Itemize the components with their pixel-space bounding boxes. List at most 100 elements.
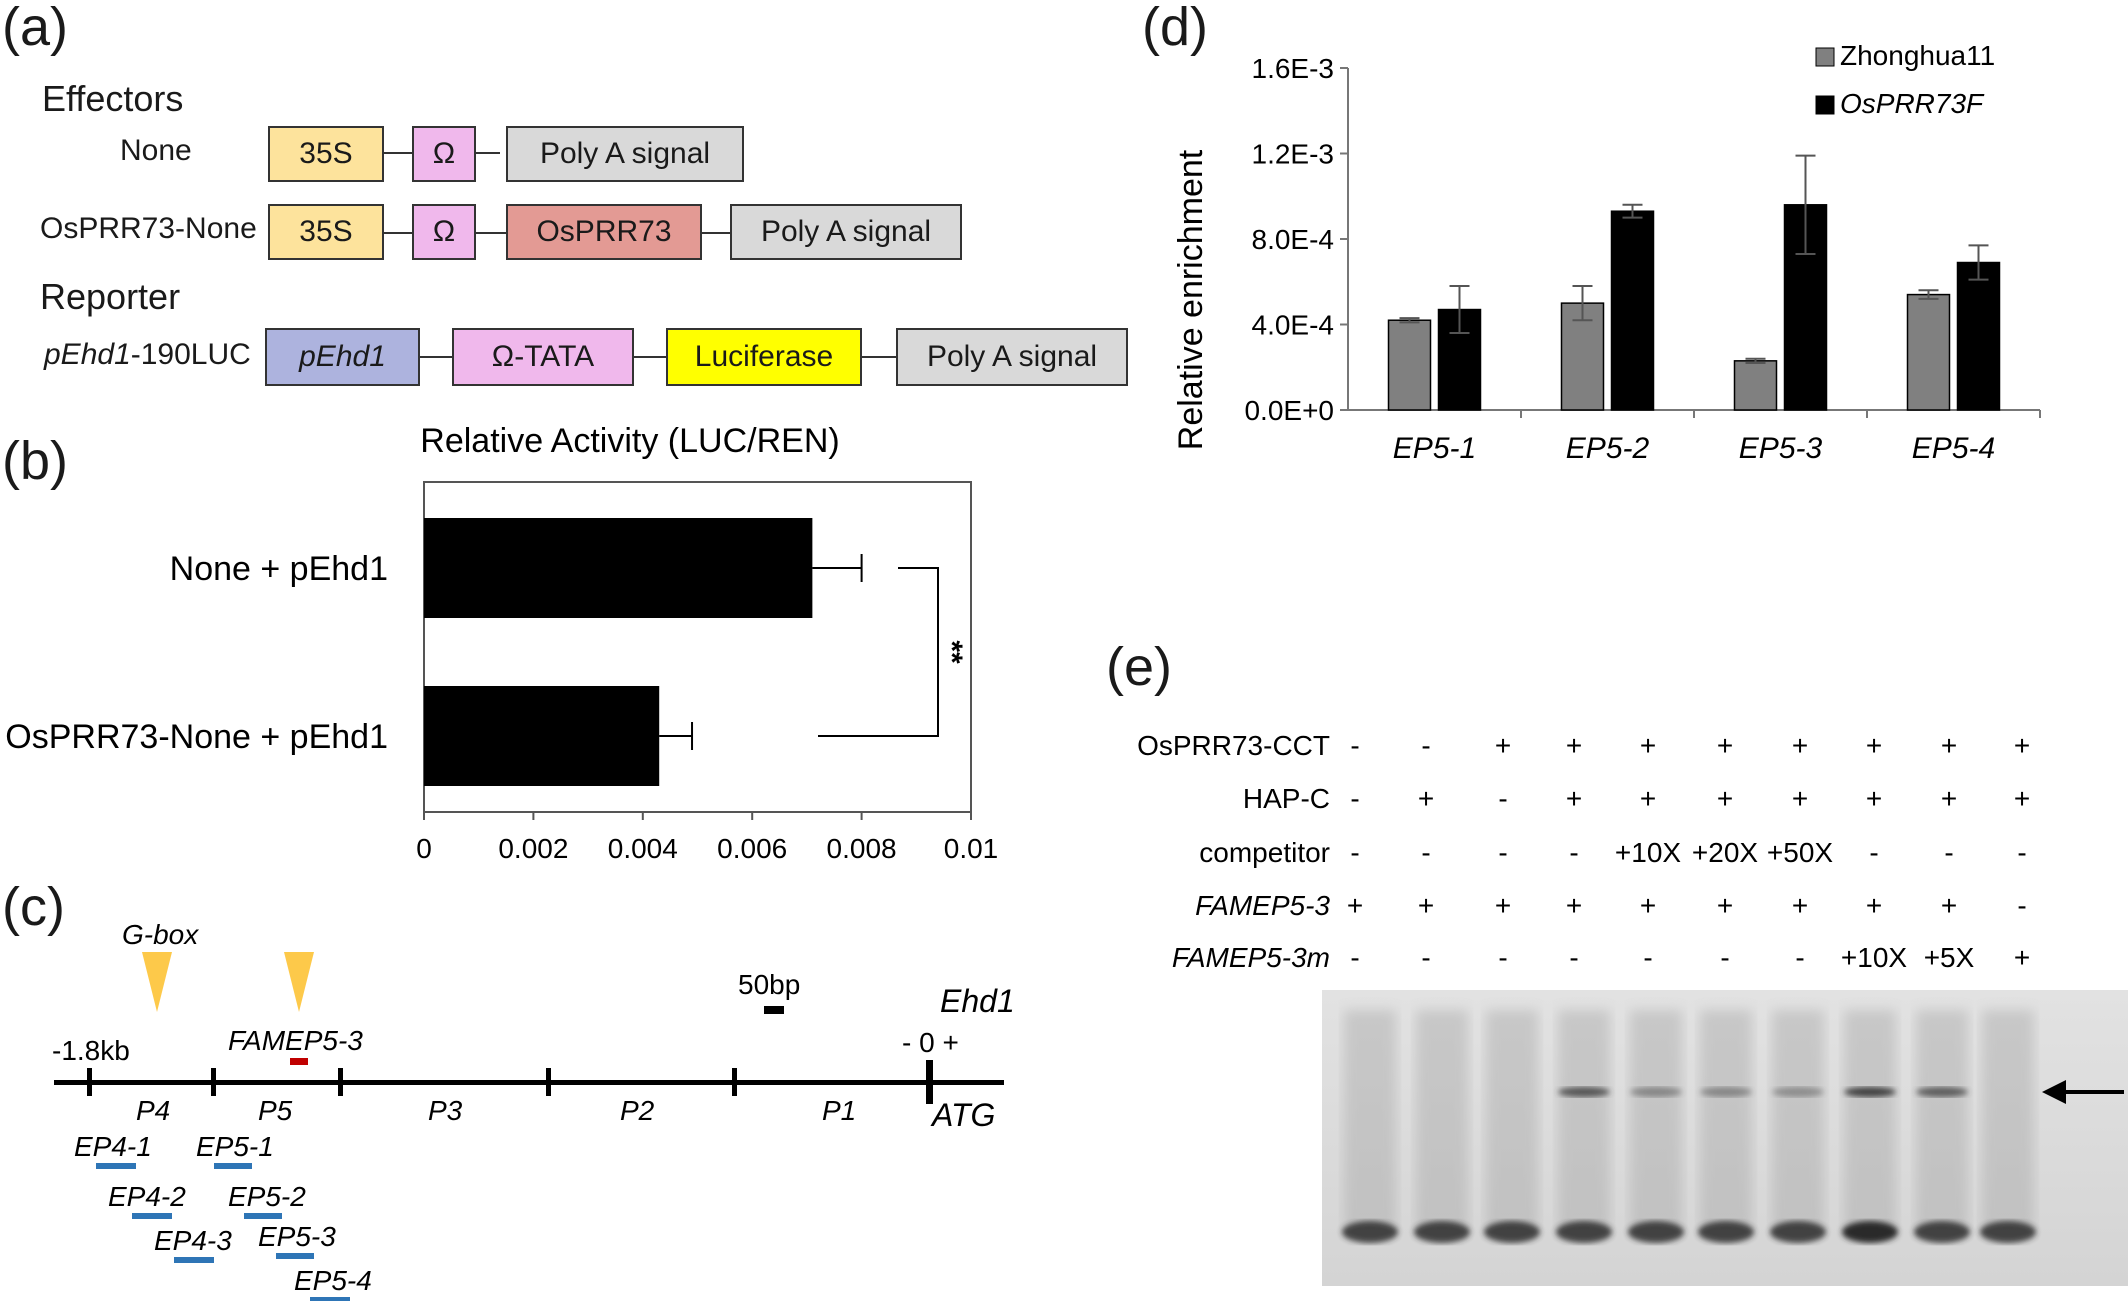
box-pehd1: pEhd1 [265,328,420,386]
chart-d-category-label: EP5-1 [1393,432,1476,465]
chart-b-category-label: None + pEhd1 [170,550,388,588]
box-osprr73: OsPRR73 [506,204,702,260]
gel-lane-smear [1916,1010,1968,1230]
emsa-cell: + [1566,730,1582,761]
box-polya: Poly A signal [730,204,962,260]
emsa-cell: - [1421,837,1430,868]
promoter-map: G-box -1.8kb FAMEP5-3 50bp Ehd1 - 0 + P4… [52,919,1015,1301]
chart-d-y-tick-label: 8.0E-4 [1252,224,1335,255]
chart-b-bar [424,686,660,786]
amplicon-label: EP5-4 [294,1265,372,1296]
emsa-cell: +20X [1692,837,1758,868]
gel-shifted-band [1772,1087,1824,1097]
panel-label-c: (c) [2,877,65,937]
emsa-cell: + [1640,890,1656,921]
amplicon-label: EP5-1 [196,1131,274,1162]
box-35s: 35S [268,204,384,260]
scale-label: 50bp [738,969,800,1000]
chart-d-y-tick-label: 1.6E-3 [1252,53,1335,84]
gel-shifted-band [1844,1087,1896,1097]
chart-b: Relative Activity (LUC/REN) None + pEhd1… [5,422,999,864]
gel-free-probe-band [1342,1221,1398,1243]
emsa-cell: + [1495,890,1511,921]
box-omega: Ω [412,126,476,182]
emsa-cell: - [1643,942,1652,973]
emsa-cell: + [2014,730,2030,761]
fam-probe-mark [290,1058,308,1065]
gel-lane-smear [1558,1010,1610,1230]
gel-free-probe-band [1842,1221,1898,1243]
gel-free-probe-band [1414,1221,1470,1243]
emsa-cell: + [1941,783,1957,814]
panel-label-d: (d) [1142,0,1208,57]
emsa-cell: - [1498,942,1507,973]
amplicon-label: EP5-2 [228,1181,306,1212]
amplicon-bar [310,1297,350,1301]
gel-lane-smear [1700,1010,1752,1230]
chart-b-frame [423,481,972,813]
emsa-cell: + [1347,890,1363,921]
reporter-heading: Reporter [40,276,181,317]
chart-d: Relative enrichment 0.0E+0 4.0E-4 8.0E-4 1.… [1172,40,2041,465]
emsa-row-label: OsPRR73-CCT [1137,730,1330,761]
emsa-cell: + [1866,890,1882,921]
emsa-cell: + [1566,783,1582,814]
gbox-triangle [284,952,314,1012]
emsa-cell: - [1569,837,1578,868]
chart-b-tick-label: 0.008 [827,833,897,864]
emsa-cell: + [1717,783,1733,814]
emsa-cell: + [1792,890,1808,921]
emsa-cell: + [1418,783,1434,814]
gene-label: Ehd1 [940,983,1015,1019]
amplicon-bar [276,1253,314,1259]
amplicon-label: EP5-3 [258,1221,336,1252]
gel-free-probe-band [1914,1221,1970,1243]
emsa-cell: + [1866,730,1882,761]
emsa-cell: - [1350,837,1359,868]
chart-b-bar [424,518,813,618]
emsa-cell: - [1569,942,1578,973]
amplicon-label: EP4-3 [154,1225,232,1256]
chart-d-category-label: EP5-3 [1739,432,1823,465]
emsa-row-label: HAP-C [1243,783,1330,814]
emsa-cell: - [1869,837,1878,868]
gel-lane-smear [1416,1010,1468,1230]
chart-b-tick-label: 0.006 [717,833,787,864]
emsa-cell: - [1350,783,1359,814]
gel-shifted-band [1558,1087,1610,1097]
emsa-cell: + [1792,730,1808,761]
effector-none-label: None [120,134,192,167]
scale-bar [764,1006,784,1014]
region-tick [338,1068,343,1096]
gbox-label: G-box [122,919,199,950]
gel-free-probe-band [1484,1221,1540,1243]
chart-b-tick-label: 0.002 [498,833,568,864]
emsa-cell: - [1795,942,1804,973]
emsa-cell: + [1717,730,1733,761]
emsa-cell: - [1498,783,1507,814]
emsa-row-label: FAMEP5-3m [1172,942,1330,973]
chart-d-y-tick-label: 1.2E-3 [1252,139,1335,170]
emsa-cell: + [1792,783,1808,814]
emsa-cell: - [1350,942,1359,973]
zero-label: - 0 + [902,1027,959,1058]
panel-label-e: (e) [1106,637,1172,697]
box-luciferase: Luciferase [666,328,862,386]
amplicon-label: EP4-1 [74,1131,152,1162]
emsa-cell: + [2014,783,2030,814]
emsa-cell: +50X [1767,837,1833,868]
chart-b-tick-label: 0.01 [944,833,999,864]
emsa-cell: + [1418,890,1434,921]
chart-d-bar [1906,293,1951,411]
emsa-row-label: FAMEP5-3 [1195,890,1330,921]
region-label-p2: P2 [620,1095,655,1126]
box-omega: Ω [412,204,476,260]
chart-d-category-label: EP5-4 [1912,432,1995,465]
gel-lane-smear [1486,1010,1538,1230]
chart-d-legend-swatch [1815,47,1835,67]
gel-free-probe-band [1698,1221,1754,1243]
emsa-cell: - [1720,942,1729,973]
emsa-cell: - [2017,890,2026,921]
emsa-cell: + [1640,730,1656,761]
gel-lane-smear [1630,1010,1682,1230]
